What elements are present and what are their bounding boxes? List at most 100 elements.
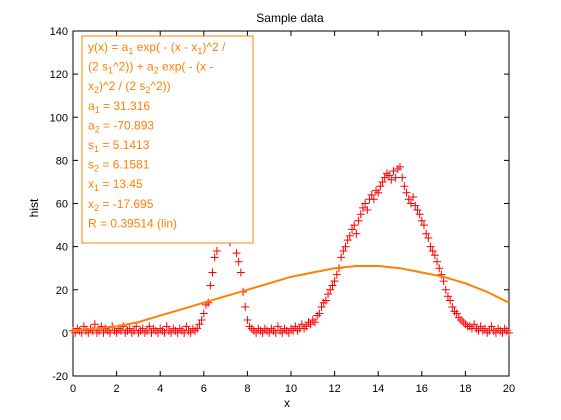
- data-point: [234, 257, 243, 266]
- annotation-line: x2 = -17.695: [88, 197, 154, 213]
- data-point: [208, 268, 217, 277]
- data-point: [417, 216, 426, 225]
- subscript: 2: [94, 85, 99, 95]
- data-point: [398, 173, 407, 182]
- annotation-text-run: s: [88, 138, 94, 152]
- data-point: [350, 221, 359, 230]
- data-point: [162, 322, 171, 331]
- y-tick-label: 80: [56, 155, 68, 167]
- annotation-text: y(x) = a1 exp( - (x - x1)^2 /(2 s1^2)) +…: [88, 40, 226, 230]
- data-point: [273, 322, 282, 331]
- data-point: [236, 268, 245, 277]
- data-point: [321, 296, 330, 305]
- subscript: 2: [94, 203, 99, 213]
- data-point: [90, 320, 99, 329]
- data-point: [487, 322, 496, 331]
- data-point: [430, 251, 439, 260]
- y-axis-label: hist: [27, 198, 41, 217]
- subscript: 1: [94, 144, 99, 154]
- data-point: [387, 175, 396, 184]
- data-point: [400, 182, 409, 191]
- data-point: [439, 277, 448, 286]
- data-point: [409, 193, 418, 202]
- subscript: 1: [128, 46, 133, 56]
- annotation-text-run: s: [88, 158, 94, 172]
- annotation-text-run: = 6.1581: [99, 158, 150, 172]
- annotation-text-run: ^2)) + a: [113, 60, 154, 74]
- x-tick-label: 10: [285, 383, 297, 395]
- subscript: 2: [95, 124, 100, 134]
- data-point: [426, 242, 435, 251]
- data-point: [291, 322, 300, 331]
- data-point: [415, 210, 424, 219]
- data-point: [367, 190, 376, 199]
- data-point: [138, 324, 147, 333]
- y-tick-label: 100: [50, 112, 68, 124]
- data-point: [97, 322, 106, 331]
- data-point: [402, 188, 411, 197]
- x-tick-label: 20: [503, 383, 515, 395]
- data-point: [422, 229, 431, 238]
- data-point: [352, 229, 361, 238]
- data-point: [212, 246, 221, 255]
- data-point: [435, 264, 444, 273]
- annotation-line: x1 = 13.45: [88, 177, 143, 193]
- data-point: [197, 315, 206, 324]
- data-point: [206, 281, 215, 290]
- y-tick-label: 120: [50, 69, 68, 81]
- data-point: [356, 210, 365, 219]
- annotation-text-run: x: [88, 197, 94, 211]
- data-point: [182, 322, 191, 331]
- data-point: [310, 318, 319, 327]
- data-point: [385, 171, 394, 180]
- annotation-text-run: )^2 /: [202, 40, 226, 54]
- data-point: [193, 324, 202, 333]
- data-point: [448, 303, 457, 311]
- data-point: [210, 253, 219, 262]
- data-point: [378, 177, 387, 186]
- y-tick-label: -20: [52, 371, 68, 383]
- annotation-text-run: (2 s: [88, 60, 108, 74]
- data-point: [317, 303, 326, 311]
- x-axis-label: x: [284, 396, 290, 410]
- annotation-line: x2)^2 / (2 s2^2)): [88, 79, 171, 95]
- data-point: [476, 322, 485, 331]
- annotation-text-run: = -70.893: [100, 118, 155, 132]
- annotation-text-run: y(x) = a: [88, 40, 129, 54]
- chart-title: Sample data: [256, 11, 324, 25]
- data-point: [369, 195, 378, 204]
- data-point: [306, 320, 315, 329]
- subscript: 1: [108, 66, 113, 76]
- x-tick-label: 8: [244, 383, 250, 395]
- data-point: [424, 234, 433, 242]
- x-axis: 0 2 4 6 8 10 12 14 16 18 20: [70, 31, 515, 395]
- data-point: [284, 328, 293, 337]
- data-points: [69, 162, 513, 337]
- data-point: [452, 309, 461, 318]
- data-point: [339, 246, 348, 255]
- annotation-line: y(x) = a1 exp( - (x - x1)^2 /: [88, 40, 226, 56]
- x-tick-label: 0: [70, 383, 76, 395]
- data-point: [112, 328, 121, 337]
- annotation-line: (2 s1^2)) + a2 exp( - (x -: [88, 60, 213, 76]
- fit-curve: [72, 265, 510, 332]
- y-tick-label: 20: [56, 285, 68, 297]
- data-point: [199, 309, 208, 318]
- data-point: [341, 242, 350, 251]
- data-point: [428, 246, 437, 255]
- data-point: [343, 236, 352, 245]
- annotation-text-run: a: [88, 99, 95, 113]
- data-point: [302, 322, 311, 331]
- data-point: [315, 309, 324, 318]
- data-point: [363, 205, 372, 214]
- data-point: [404, 195, 413, 204]
- data-point: [505, 328, 513, 337]
- data-point: [345, 231, 354, 240]
- data-point: [470, 320, 479, 329]
- data-point: [413, 205, 422, 214]
- data-point: [186, 328, 195, 337]
- x-tick-label: 18: [459, 383, 471, 395]
- y-tick-label: 60: [56, 199, 68, 211]
- y-tick-label: 0: [62, 328, 68, 340]
- x-tick-label: 14: [372, 383, 384, 395]
